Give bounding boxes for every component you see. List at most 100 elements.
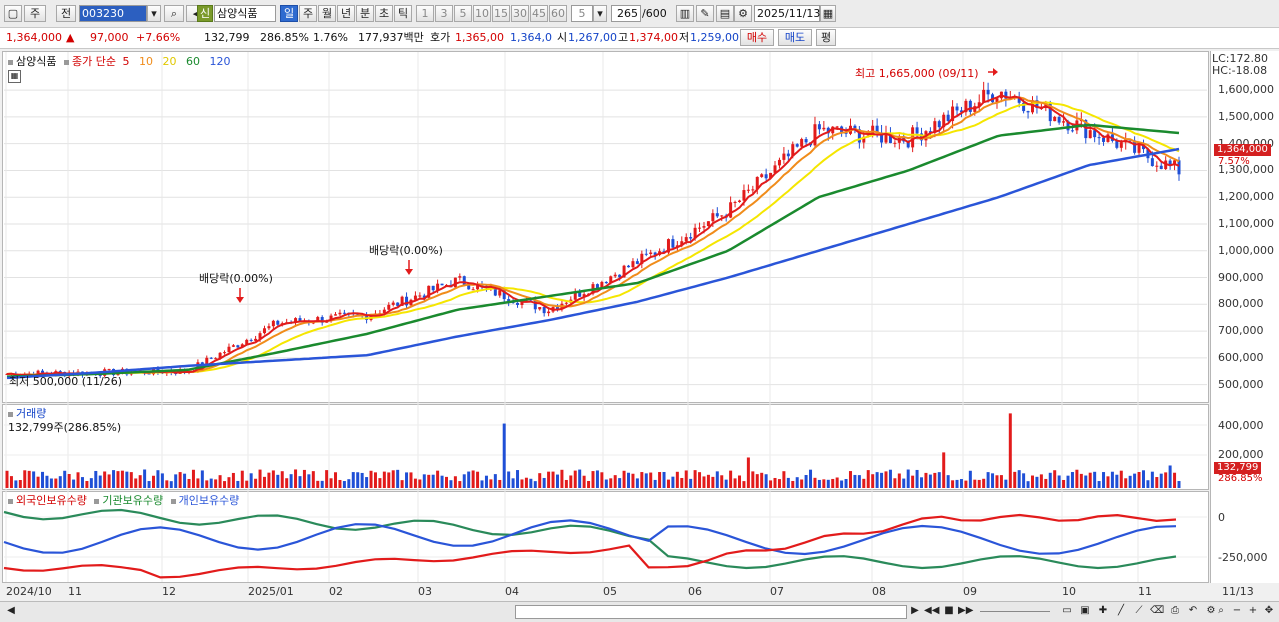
forward-icon[interactable]: ▶▶ xyxy=(958,605,974,616)
volume-bar xyxy=(937,472,941,488)
interval-input[interactable]: 5 xyxy=(571,5,593,22)
ma10-label: 10 xyxy=(138,55,153,68)
candle-body xyxy=(706,221,710,227)
volume-bar xyxy=(555,474,559,488)
volume-bar xyxy=(369,470,373,488)
volume-bar xyxy=(240,470,244,488)
avg-button[interactable]: 평 xyxy=(816,29,836,46)
code-dropdown[interactable]: ▾ xyxy=(147,5,161,22)
gear-icon[interactable]: ⚙ xyxy=(734,5,752,22)
volume-bar xyxy=(1137,472,1141,488)
compare-icon[interactable]: ▣ xyxy=(1080,605,1090,616)
interval-15[interactable]: 15 xyxy=(492,5,510,22)
volume-bar xyxy=(431,474,435,488)
date-input[interactable]: 2025/11/13 xyxy=(754,5,820,22)
crosshair-icon[interactable]: ✚ xyxy=(1098,605,1108,616)
save-icon[interactable]: ▤ xyxy=(716,5,734,22)
volume-bar xyxy=(964,480,968,488)
candle-body xyxy=(729,202,733,218)
mode-select[interactable]: 주 xyxy=(24,5,46,22)
volume-bar xyxy=(520,479,524,488)
period-year[interactable]: 년 xyxy=(337,5,355,22)
candle-body xyxy=(946,114,950,122)
interval-3[interactable]: 3 xyxy=(435,5,453,22)
period-month[interactable]: 월 xyxy=(318,5,336,22)
sell-button[interactable]: 매도 xyxy=(778,29,812,46)
candle-body xyxy=(227,346,231,353)
volume-bar xyxy=(680,477,684,488)
volume-bar xyxy=(1039,474,1043,488)
search-icon[interactable]: ⌕ xyxy=(164,5,184,22)
volume-bar xyxy=(1155,477,1159,488)
volume-bar xyxy=(822,479,826,488)
erase-icon[interactable]: ⌫ xyxy=(1150,605,1165,616)
volume-bar xyxy=(67,474,71,488)
period-tick[interactable]: 틱 xyxy=(394,5,412,22)
stock-name-field[interactable]: 삼양식품 xyxy=(214,5,276,22)
period-minute[interactable]: 분 xyxy=(356,5,374,22)
volume-bar xyxy=(449,480,453,488)
volume-bar xyxy=(542,477,546,488)
interval-30[interactable]: 30 xyxy=(511,5,529,22)
volume-bar xyxy=(107,474,111,488)
stop-icon[interactable]: ■ xyxy=(944,605,954,616)
period-day[interactable]: 일 xyxy=(280,5,298,22)
volume-bar xyxy=(1031,475,1034,488)
volume-bar xyxy=(262,476,266,488)
line-tool-icon[interactable]: ╱ xyxy=(1117,605,1125,616)
scroll-bar[interactable]: ◀ ▶ ◀◀ ■ ▶▶ ▭ ▣ ✚ ╱ ⟋ ⌫ ⎙ ↶ ⚙ ⌕ − + ✥ xyxy=(0,601,1279,622)
volume-bar xyxy=(724,479,728,488)
volume-bar xyxy=(400,480,404,488)
zoom-slider[interactable] xyxy=(980,611,1050,612)
scroll-left-icon[interactable]: ◀ xyxy=(7,605,15,616)
volume-bar xyxy=(298,476,302,488)
candle-body xyxy=(453,277,457,288)
interval-dropdown[interactable]: ▾ xyxy=(593,5,607,22)
price-tick: 1,600,000 xyxy=(1218,83,1274,97)
interval-60[interactable]: 60 xyxy=(549,5,567,22)
window-icon[interactable]: ▢ xyxy=(4,5,22,22)
stock-code-input[interactable]: 003230 xyxy=(79,5,147,22)
candle-body xyxy=(382,309,386,314)
volume-bar xyxy=(351,472,355,488)
rewind-icon[interactable]: ◀◀ xyxy=(924,605,940,616)
volume-bar xyxy=(875,472,879,488)
holding-legend: 외국인보유수량 기관보유수량 개인보유수량 xyxy=(8,492,239,508)
candle-body xyxy=(942,114,946,128)
volume-bar xyxy=(76,472,80,488)
prev-button[interactable]: 전 xyxy=(56,5,76,22)
trend-icon[interactable]: ⟋ xyxy=(1135,605,1143,616)
buy-button[interactable]: 매수 xyxy=(740,29,774,46)
zoom-in-icon[interactable]: + xyxy=(1248,605,1258,616)
volume-bar xyxy=(382,471,386,488)
period-second[interactable]: 초 xyxy=(375,5,393,22)
volume-bar xyxy=(329,478,333,488)
layout-icon[interactable]: ▭ xyxy=(1062,605,1072,616)
period-week[interactable]: 주 xyxy=(299,5,317,22)
interval-45[interactable]: 45 xyxy=(530,5,548,22)
interval-10[interactable]: 10 xyxy=(473,5,491,22)
interval-5[interactable]: 5 xyxy=(454,5,472,22)
volume-bar xyxy=(245,480,249,488)
vol-tick-200k: 200,000 xyxy=(1218,448,1264,461)
count-input[interactable]: 265 xyxy=(611,5,641,22)
interval-1[interactable]: 1 xyxy=(416,5,434,22)
volume-bar xyxy=(871,474,875,488)
maximize-icon[interactable]: ✥ xyxy=(1264,605,1274,616)
calendar-icon[interactable]: ▦ xyxy=(820,5,836,22)
volume-bar xyxy=(973,479,977,488)
draw-tool-icon[interactable]: ✎ xyxy=(696,5,714,22)
print-icon[interactable]: ⎙ xyxy=(1171,605,1179,616)
undo-icon[interactable]: ↶ xyxy=(1188,605,1198,616)
settings-icon[interactable]: ⚙ xyxy=(1206,605,1216,616)
volume-bar xyxy=(604,479,608,488)
zoom-out-icon[interactable]: − xyxy=(1232,605,1242,616)
scroll-right-icon[interactable]: ▶ xyxy=(911,605,919,616)
price-tick: 1,100,000 xyxy=(1218,216,1274,230)
table-icon[interactable]: ▦ xyxy=(8,70,21,83)
chart-type-icon[interactable]: ▥ xyxy=(676,5,694,22)
up-arrow-icon: ▲ xyxy=(66,31,75,44)
scroll-thumb[interactable] xyxy=(515,605,907,619)
zoom-icon[interactable]: ⌕ xyxy=(1218,605,1224,616)
volume-bar xyxy=(356,472,360,488)
